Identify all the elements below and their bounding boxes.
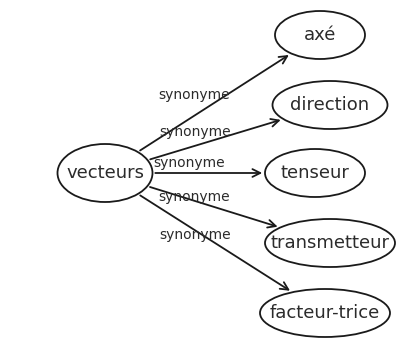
Text: vecteurs: vecteurs bbox=[66, 164, 144, 182]
Text: synonyme: synonyme bbox=[160, 228, 231, 242]
Text: synonyme: synonyme bbox=[153, 156, 225, 170]
Ellipse shape bbox=[265, 219, 395, 267]
Text: facteur-trice: facteur-trice bbox=[270, 304, 380, 322]
Text: axé: axé bbox=[304, 26, 336, 44]
Text: synonyme: synonyme bbox=[160, 125, 231, 138]
Text: direction: direction bbox=[290, 96, 370, 114]
Ellipse shape bbox=[275, 11, 365, 59]
Text: tenseur: tenseur bbox=[281, 164, 349, 182]
Text: transmetteur: transmetteur bbox=[270, 234, 389, 252]
Ellipse shape bbox=[58, 144, 153, 202]
Ellipse shape bbox=[265, 149, 365, 197]
Text: synonyme: synonyme bbox=[158, 190, 229, 204]
Text: synonyme: synonyme bbox=[159, 88, 230, 102]
Ellipse shape bbox=[260, 289, 390, 337]
Ellipse shape bbox=[272, 81, 387, 129]
